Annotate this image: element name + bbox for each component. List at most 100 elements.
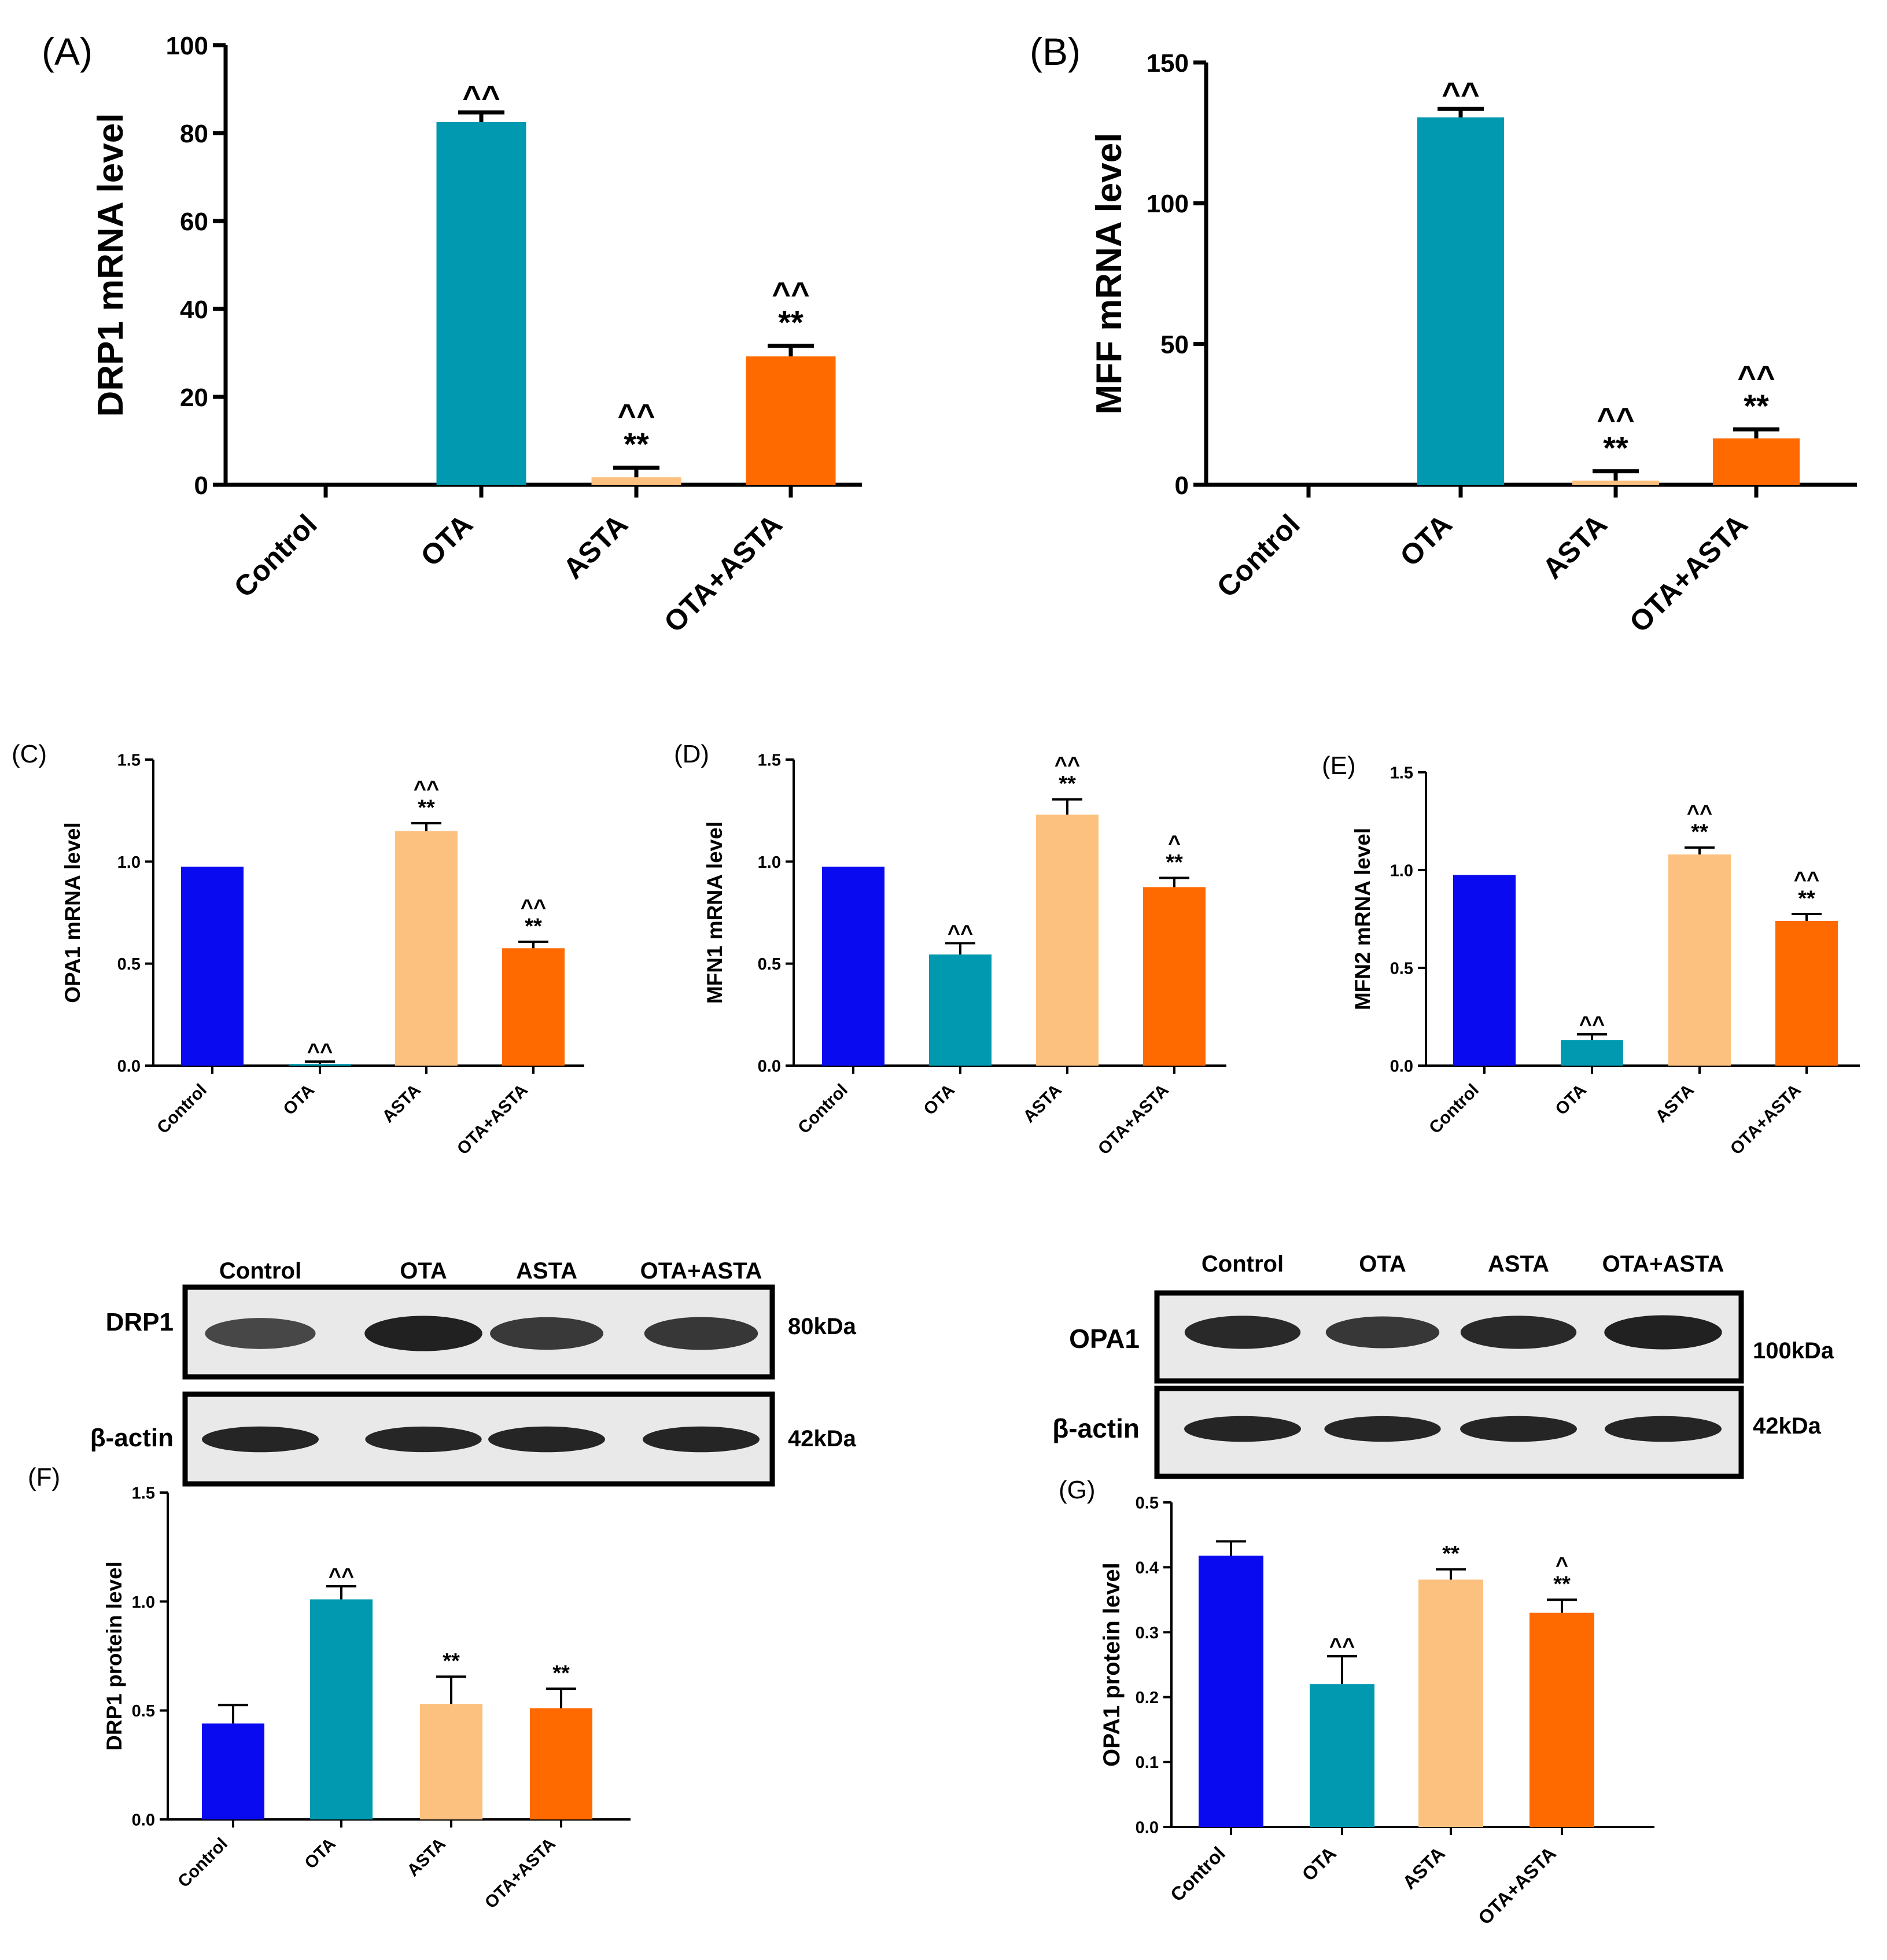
significance-caret: ^	[1556, 1553, 1568, 1578]
bar-asta	[1036, 815, 1099, 1066]
blot-protein-label: OPA1	[1069, 1324, 1140, 1354]
bar-ota-asta	[1713, 438, 1800, 485]
bar-control	[822, 867, 884, 1066]
y-tick-label: 0	[1175, 471, 1189, 500]
y-tick-label: 0.0	[132, 1811, 155, 1829]
blot-lane-label: OTA+ASTA	[1602, 1251, 1724, 1277]
y-tick-label: 0.5	[758, 955, 781, 974]
bar-ota-asta	[1775, 920, 1838, 1066]
y-axis-label: DRP1 protein level	[102, 1561, 126, 1751]
chart-panel-G: (G) 0.0 0.1 0.2 0.3 0.4 0.5 OPA1 protein level C…	[1059, 1476, 1654, 1929]
x-tick-label: OTA+ASTA	[481, 1834, 559, 1913]
bar-asta	[1668, 854, 1731, 1066]
bar-asta	[420, 1704, 482, 1819]
significance-caret: ^^	[1597, 400, 1634, 437]
x-tick-label: ASTA	[1019, 1081, 1066, 1127]
bar-control	[1199, 1556, 1263, 1827]
significance-caret: ^^	[772, 275, 809, 312]
blot-weight-label: 42kDa	[1753, 1413, 1822, 1439]
panel-label: (E)	[1322, 751, 1356, 780]
blot-band	[205, 1318, 316, 1349]
chart-panel-B: (B) 0 50 100 150 MFF mRNA level Control OTA ^^ AS…	[1030, 30, 1857, 639]
y-tick-label: 0.5	[1390, 959, 1413, 978]
y-axis-label: MFN1 mRNA level	[703, 821, 727, 1004]
significance-asterisk: **	[1059, 772, 1076, 796]
significance-caret: ^^	[948, 921, 973, 945]
bar-ota-asta	[746, 356, 836, 485]
blot-row-loading: β-actin 42kDa	[90, 1391, 857, 1487]
bar-asta	[1418, 1579, 1483, 1827]
y-tick-label: 1.5	[758, 751, 781, 769]
significance-asterisk: **	[525, 914, 542, 938]
significance-asterisk: **	[418, 795, 435, 820]
y-tick-label: 0.0	[1390, 1057, 1413, 1075]
blot-protein-label: β-actin	[1052, 1413, 1140, 1443]
x-tick-label: Control	[1425, 1081, 1483, 1138]
y-tick-label: 80	[180, 120, 208, 148]
bar-control	[202, 1723, 264, 1819]
blot-band	[1184, 1416, 1301, 1442]
y-tick-label: 0.2	[1136, 1689, 1159, 1707]
bar-control	[181, 867, 244, 1066]
x-tick-label: Control	[1166, 1843, 1229, 1906]
blot-row-target: DRP1 80kDa	[106, 1284, 857, 1380]
bar-ota-asta	[530, 1708, 592, 1819]
y-tick-label: 20	[180, 384, 208, 412]
bar-asta	[591, 477, 681, 485]
significance-asterisk: **	[1603, 429, 1628, 466]
significance-asterisk: **	[1166, 850, 1183, 875]
blot-opa1: Control OTA ASTA OTA+ASTA OPA1 100kDa β-actin 4…	[1052, 1251, 1834, 1479]
bar-control	[1453, 875, 1516, 1066]
significance-caret: ^^	[1579, 1012, 1605, 1037]
y-tick-label: 100	[166, 32, 208, 60]
chart-panel-E: (E) 0.0 0.5 1.0 1.5 MFN2 mRNA level Control OTA…	[1322, 751, 1860, 1159]
blot-band	[1605, 1416, 1722, 1442]
significance-caret: ^^	[329, 1564, 354, 1589]
blot-band	[490, 1317, 603, 1350]
y-axis-label: OPA1 protein level	[1099, 1563, 1125, 1767]
y-tick-label: 1.0	[132, 1593, 155, 1612]
blot-band	[202, 1426, 319, 1453]
bar-ota	[436, 122, 526, 485]
blot-drp1: Control OTA ASTA OTA+ASTA DRP1 80kDa β-actin 42…	[90, 1258, 857, 1487]
significance-asterisk: **	[778, 304, 804, 341]
y-tick-label: 1.0	[758, 853, 781, 872]
blot-weight-label: 42kDa	[788, 1426, 857, 1451]
significance-caret: ^	[1168, 831, 1181, 856]
blot-band	[643, 1426, 760, 1453]
blot-band	[1604, 1315, 1722, 1350]
x-tick-label: OTA+ASTA	[1727, 1081, 1805, 1159]
bar-ota	[289, 1064, 351, 1066]
y-tick-label: 1.5	[117, 751, 141, 769]
chart-panel-A: (A) 0 20 40 60 80 100 DRP1 mRNA level Control OTA…	[42, 30, 862, 639]
y-tick-label: 0.0	[1136, 1818, 1159, 1837]
blot-lane-label: ASTA	[1488, 1251, 1549, 1277]
x-tick-label: OTA+ASTA	[658, 508, 788, 639]
y-tick-label: 40	[180, 296, 208, 324]
panel-label: (B)	[1030, 30, 1081, 73]
significance-asterisk: **	[1442, 1542, 1460, 1566]
significance-asterisk: **	[1744, 388, 1769, 424]
panel-label: (D)	[674, 740, 709, 768]
x-tick-label: Control	[228, 508, 323, 603]
x-tick-label: OTA	[414, 508, 479, 573]
bar-ota-asta	[1529, 1612, 1594, 1827]
x-tick-label: ASTA	[378, 1081, 425, 1127]
x-tick-label: OTA+ASTA	[1623, 508, 1754, 639]
y-axis-label: DRP1 mRNA level	[91, 113, 131, 417]
significance-caret: ^^	[1329, 1634, 1355, 1659]
blot-lane-label: ASTA	[516, 1258, 577, 1284]
x-tick-label: OTA	[279, 1081, 318, 1119]
x-tick-label: ASTA	[1652, 1081, 1698, 1127]
y-tick-label: 0.5	[132, 1702, 155, 1720]
y-tick-label: 0.3	[1136, 1624, 1159, 1642]
panel-label: (F)	[28, 1463, 60, 1491]
y-tick-label: 0.5	[1136, 1494, 1159, 1512]
y-tick-label: 50	[1160, 331, 1189, 359]
blot-band	[1324, 1416, 1441, 1442]
significance-caret: ^^	[1442, 75, 1479, 112]
y-tick-label: 1.0	[117, 853, 141, 872]
y-tick-label: 0	[194, 471, 208, 500]
